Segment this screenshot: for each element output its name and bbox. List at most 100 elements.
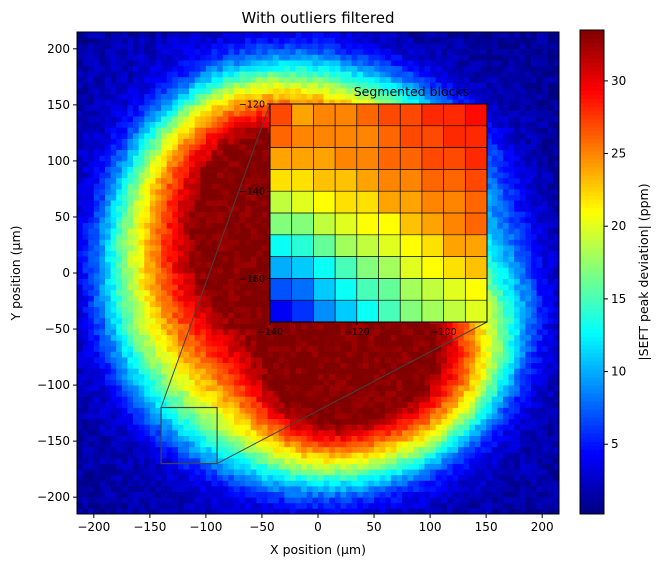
heatmap-cell (289, 76, 296, 83)
heatmap-cell (346, 71, 353, 78)
heatmap-cell (222, 407, 229, 414)
heatmap-cell (82, 172, 89, 179)
heatmap-cell (374, 446, 381, 453)
heatmap-cell (385, 48, 392, 55)
heatmap-cell (357, 373, 364, 380)
heatmap-cell (222, 188, 229, 195)
heatmap-cell (250, 362, 257, 369)
heatmap-cell (116, 480, 123, 487)
heatmap-cell (278, 93, 285, 100)
heatmap-cell (250, 396, 257, 403)
heatmap-cell (396, 65, 403, 72)
heatmap-cell (121, 306, 128, 313)
heatmap-cell (217, 424, 224, 431)
heatmap-cell (93, 104, 100, 111)
heatmap-cell (329, 345, 336, 352)
heatmap-cell (183, 138, 190, 145)
heatmap-cell (256, 132, 263, 139)
heatmap-cell (144, 334, 151, 341)
heatmap-cell (205, 306, 212, 313)
heatmap-cell (77, 116, 84, 123)
heatmap-cell (110, 43, 117, 50)
heatmap-cell (346, 48, 353, 55)
heatmap-cell (301, 334, 308, 341)
heatmap-cell (374, 329, 381, 336)
heatmap-cell (312, 357, 319, 364)
heatmap-cell (239, 65, 246, 72)
heatmap-cell (273, 82, 280, 89)
heatmap-cell (82, 474, 89, 481)
heatmap-cell (177, 485, 184, 492)
heatmap-cell (362, 424, 369, 431)
heatmap-cell (82, 76, 89, 83)
heatmap-cell (77, 216, 84, 223)
heatmap-cell (172, 413, 179, 420)
heatmap-cell (138, 211, 145, 218)
heatmap-cell (284, 390, 291, 397)
heatmap-cell (233, 491, 240, 498)
heatmap-cell (189, 497, 196, 504)
heatmap-cell (256, 373, 263, 380)
heatmap-cell (183, 65, 190, 72)
heatmap-cell (127, 508, 134, 515)
heatmap-cell (194, 351, 201, 358)
heatmap-cell (194, 379, 201, 386)
heatmap-cell (127, 261, 134, 268)
heatmap-cell (374, 413, 381, 420)
heatmap-cell (385, 65, 392, 72)
heatmap-cell (334, 379, 341, 386)
heatmap-cell (217, 469, 224, 476)
heatmap-cell (312, 446, 319, 453)
heatmap-cell (172, 121, 179, 128)
heatmap-cell (261, 345, 268, 352)
heatmap-cell (205, 149, 212, 156)
heatmap-cell (323, 385, 330, 392)
heatmap-cell (200, 256, 207, 263)
heatmap-cell (93, 463, 100, 470)
heatmap-cell (189, 205, 196, 212)
heatmap-cell (183, 413, 190, 420)
heatmap-cell (301, 508, 308, 515)
heatmap-cell (217, 317, 224, 324)
heatmap-cell (77, 301, 84, 308)
heatmap-cell (144, 211, 151, 218)
heatmap-cell (161, 480, 168, 487)
heatmap-cell (228, 373, 235, 380)
heatmap-cell (284, 329, 291, 336)
heatmap-cell (323, 334, 330, 341)
heatmap-cell (177, 413, 184, 420)
heatmap-cell (194, 99, 201, 106)
heatmap-cell (77, 295, 84, 302)
heatmap-cell (183, 76, 190, 83)
heatmap-cell (250, 401, 257, 408)
heatmap-cell (166, 474, 173, 481)
heatmap-cell (116, 401, 123, 408)
heatmap-cell (205, 396, 212, 403)
heatmap-cell (189, 160, 196, 167)
heatmap-cell (278, 446, 285, 453)
heatmap-cell (222, 121, 229, 128)
heatmap-cell (99, 301, 106, 308)
heatmap-cell (357, 345, 364, 352)
heatmap-cell (93, 233, 100, 240)
heatmap-cell (245, 385, 252, 392)
heatmap-cell (133, 441, 140, 448)
heatmap-cell (161, 267, 168, 274)
heatmap-cell (312, 441, 319, 448)
heatmap-cell (357, 396, 364, 403)
heatmap-cell (385, 43, 392, 50)
heatmap-cell (245, 323, 252, 330)
heatmap-cell (99, 177, 106, 184)
heatmap-cell (144, 267, 151, 274)
heatmap-cell (273, 373, 280, 380)
heatmap-cell (385, 379, 392, 386)
heatmap-cell (177, 71, 184, 78)
heatmap-cell (177, 239, 184, 246)
heatmap-cell (172, 441, 179, 448)
heatmap-cell (233, 362, 240, 369)
heatmap-cell (222, 351, 229, 358)
heatmap-cell (357, 502, 364, 509)
heatmap-cell (233, 390, 240, 397)
heatmap-cell (155, 407, 162, 414)
heatmap-cell (183, 211, 190, 218)
